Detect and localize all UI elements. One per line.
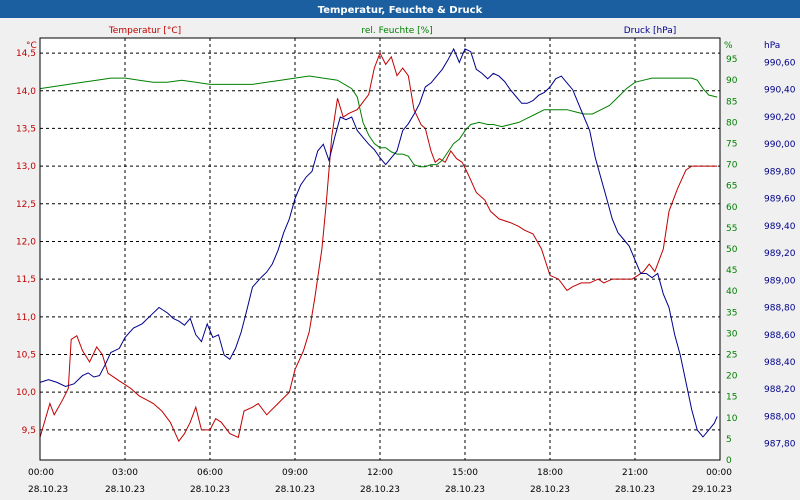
humidity-tick-label: 85 <box>726 97 737 107</box>
humidity-unit-label: % <box>724 41 733 51</box>
x-tick-time: 00:00 <box>706 468 732 478</box>
x-tick-time: 00:00 <box>28 468 54 478</box>
x-tick-date: 28.10.23 <box>190 485 230 495</box>
x-tick-time: 15:00 <box>452 468 478 478</box>
pressure-tick-label: 989,00 <box>764 276 796 286</box>
pressure-tick-label: 989,40 <box>764 222 796 232</box>
temperature-tick-label: 11,0 <box>16 313 36 323</box>
series-line-temperature <box>39 51 718 443</box>
plot-border <box>39 37 721 461</box>
x-tick-date: 28.10.23 <box>615 485 655 495</box>
legend-pressure: Druck [hPa] <box>624 26 677 36</box>
pressure-unit-label: hPa <box>764 41 780 51</box>
chart-title-bar <box>0 0 800 18</box>
legend-temperature: Temperatur [°C] <box>108 26 181 36</box>
chart-title: Temperatur, Feuchte & Druck <box>318 5 483 16</box>
pressure-tick-label: 988,60 <box>764 331 796 341</box>
pressure-tick-label: 988,40 <box>764 358 796 368</box>
pressure-tick-label: 990,60 <box>764 59 796 69</box>
humidity-tick-label: 35 <box>726 308 737 318</box>
x-tick-time: 18:00 <box>537 468 563 478</box>
grid <box>40 38 720 460</box>
humidity-tick-label: 20 <box>726 372 738 382</box>
humidity-tick-label: 90 <box>726 76 738 86</box>
temperature-tick-label: 11,5 <box>16 275 36 285</box>
pressure-tick-label: 989,60 <box>764 195 796 205</box>
temperature-tick-label: 12,5 <box>16 200 36 210</box>
humidity-tick-label: 80 <box>726 118 738 128</box>
x-tick-date: 28.10.23 <box>105 485 145 495</box>
pressure-tick-label: 990,20 <box>764 113 796 123</box>
pressure-tick-label: 989,80 <box>764 167 796 177</box>
series-line-pressure <box>39 47 718 438</box>
humidity-tick-label: 15 <box>726 393 737 403</box>
temperature-tick-label: 10,0 <box>16 388 36 398</box>
x-tick-date: 28.10.23 <box>275 485 315 495</box>
temperature-tick-label: 12,0 <box>16 237 36 247</box>
pressure-tick-label: 987,80 <box>764 440 796 450</box>
humidity-tick-label: 70 <box>726 161 738 171</box>
pressure-tick-label: 988,80 <box>764 304 796 314</box>
humidity-tick-label: 40 <box>726 287 738 297</box>
x-tick-date: 28.10.23 <box>28 485 68 495</box>
humidity-tick-label: 95 <box>726 55 737 65</box>
humidity-tick-label: 60 <box>726 203 738 213</box>
temperature-unit-label: °C <box>26 41 37 51</box>
x-tick-time: 03:00 <box>112 468 138 478</box>
x-tick-time: 09:00 <box>282 468 308 478</box>
temperature-tick-label: 14,0 <box>16 87 36 97</box>
temperature-tick-label: 9,5 <box>22 426 36 436</box>
temperature-tick-label: 14,5 <box>16 49 36 59</box>
humidity-tick-label: 25 <box>726 351 737 361</box>
pressure-tick-label: 989,20 <box>764 249 796 259</box>
x-tick-time: 06:00 <box>197 468 223 478</box>
humidity-tick-label: 30 <box>726 329 738 339</box>
x-tick-time: 21:00 <box>622 468 648 478</box>
pressure-tick-label: 990,40 <box>764 86 796 96</box>
pressure-tick-label: 988,20 <box>764 385 796 395</box>
humidity-tick-label: 0 <box>726 456 732 466</box>
x-tick-date: 28.10.23 <box>360 485 400 495</box>
axes-labels: 00:00 28.10.23 03:00 28.10.23 06:00 28.10.23 0… <box>16 49 796 495</box>
humidity-tick-label: 10 <box>726 414 738 424</box>
humidity-tick-label: 5 <box>726 435 732 445</box>
pressure-tick-label: 988,00 <box>764 412 796 422</box>
x-tick-date: 29.10.23 <box>692 485 732 495</box>
humidity-tick-label: 65 <box>726 182 737 192</box>
temperature-tick-label: 13,0 <box>16 162 36 172</box>
temperature-tick-label: 10,5 <box>16 351 36 361</box>
x-tick-date: 28.10.23 <box>445 485 485 495</box>
humidity-tick-label: 55 <box>726 224 737 234</box>
series-layer <box>39 47 718 443</box>
pressure-tick-label: 990,00 <box>764 140 796 150</box>
humidity-tick-label: 75 <box>726 140 737 150</box>
humidity-tick-label: 45 <box>726 266 737 276</box>
series-line-humidity <box>39 75 718 168</box>
humidity-tick-label: 50 <box>726 245 738 255</box>
temperature-tick-label: 13,5 <box>16 124 36 134</box>
x-tick-time: 12:00 <box>367 468 393 478</box>
x-tick-date: 28.10.23 <box>530 485 570 495</box>
legend-humidity: rel. Feuchte [%] <box>361 26 432 36</box>
